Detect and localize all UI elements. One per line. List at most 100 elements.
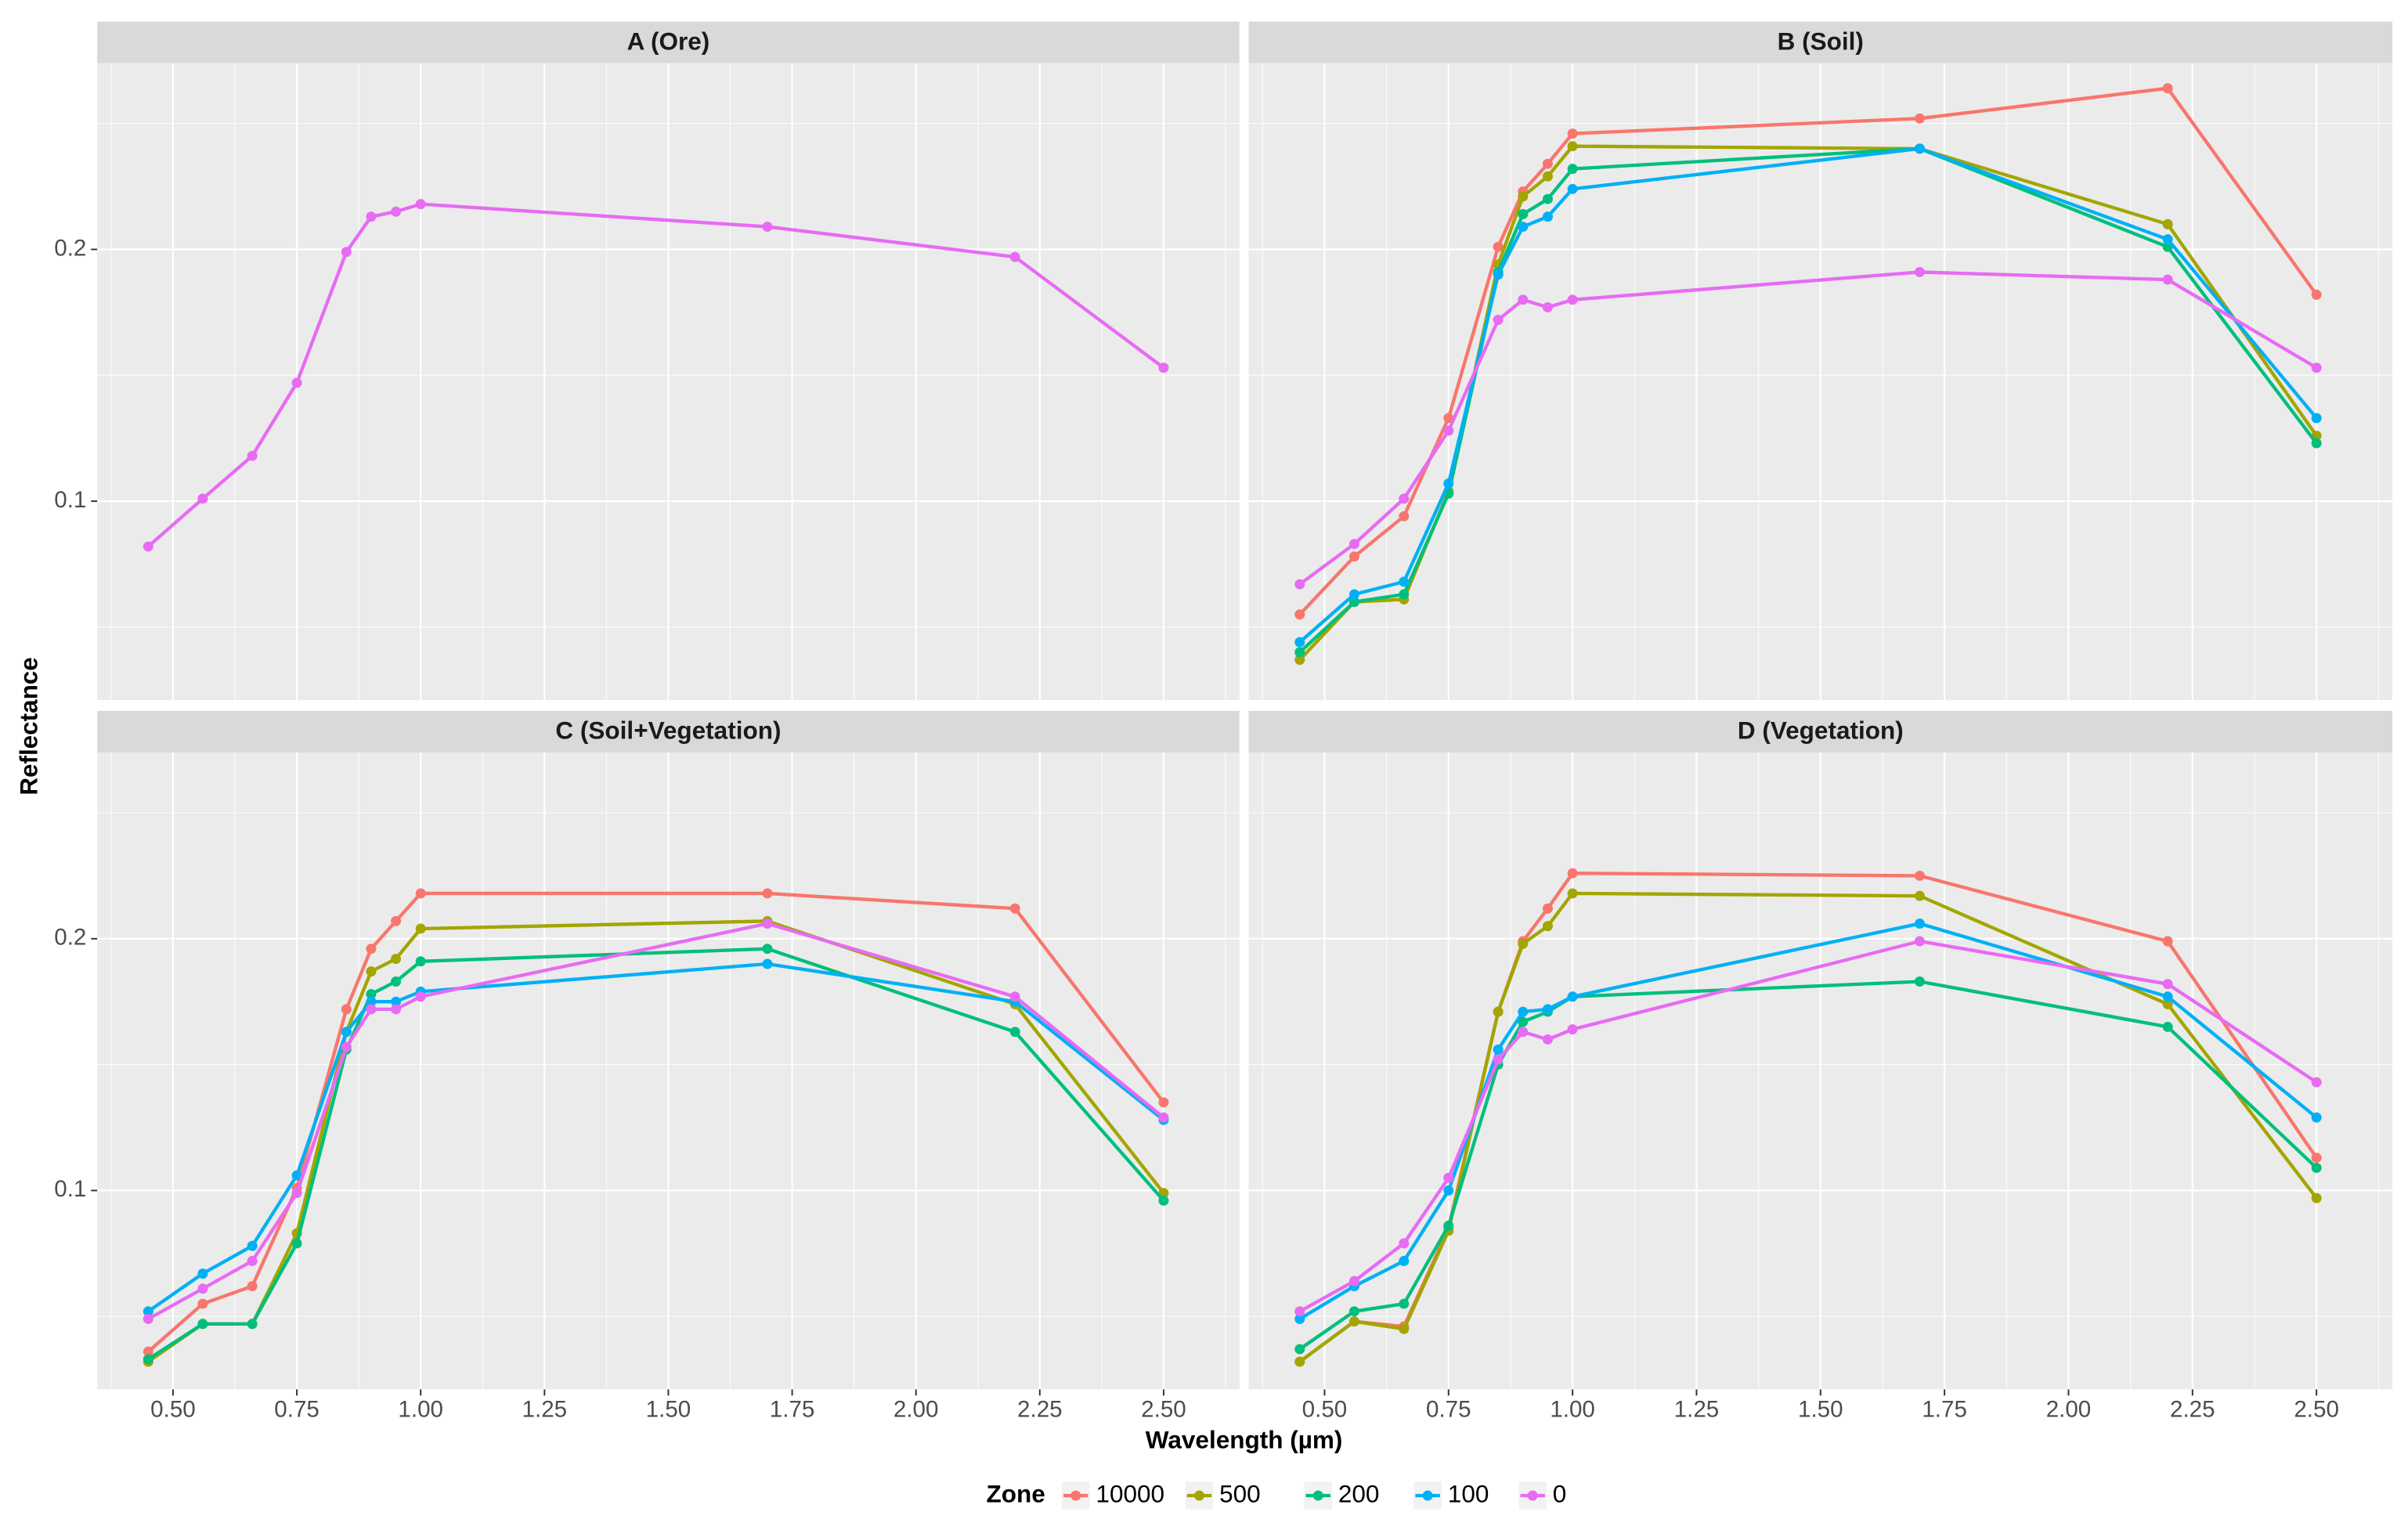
data-point (1914, 113, 1925, 124)
data-point (2311, 1162, 2322, 1173)
data-point (1294, 1306, 1305, 1317)
data-point (1294, 579, 1305, 590)
data-point (366, 989, 377, 1000)
x-axis-label: Wavelength (µm) (1146, 1427, 1343, 1454)
data-point (366, 1004, 377, 1015)
data-point (1443, 1220, 1454, 1231)
legend-swatch (1312, 1490, 1323, 1501)
data-point (1348, 551, 1359, 562)
data-point (762, 944, 773, 955)
facet-title: C (Soil+Vegetation) (555, 717, 781, 745)
data-point (415, 956, 426, 967)
plot-root: Reflectance Wavelength (µm) Zone A (Ore)… (16, 21, 2393, 1510)
data-point (341, 247, 352, 258)
legend-label: 200 (1338, 1480, 1380, 1507)
legend-label: 10000 (1096, 1480, 1164, 1507)
data-point (1518, 222, 1529, 233)
data-point (1348, 597, 1359, 608)
data-point (1348, 1316, 1359, 1327)
data-point (341, 1041, 352, 1052)
data-point (1348, 1306, 1359, 1317)
data-point (1518, 1027, 1529, 1038)
data-point (143, 1313, 153, 1324)
legend-swatch (1422, 1490, 1433, 1501)
data-point (1009, 251, 1020, 262)
data-point (1399, 1255, 1410, 1266)
data-point (1443, 1185, 1454, 1196)
data-point (1294, 1313, 1305, 1324)
data-point (247, 1255, 258, 1266)
data-point (1348, 539, 1359, 550)
data-point (1567, 294, 1578, 305)
data-point (762, 958, 773, 969)
data-point (366, 996, 377, 1007)
data-point (197, 1268, 208, 1279)
data-point (1443, 413, 1454, 424)
data-point (1542, 301, 1553, 312)
data-point (1567, 183, 1578, 194)
legend-swatch (1070, 1490, 1081, 1501)
x-tick-label: 2.50 (2294, 1397, 2339, 1423)
data-point (1294, 637, 1305, 648)
data-point (366, 211, 377, 222)
legend-title: Zone (986, 1480, 1045, 1507)
legend-swatch (1527, 1490, 1538, 1501)
data-point (1542, 171, 1553, 182)
data-point (2311, 363, 2322, 374)
data-point (1399, 576, 1410, 587)
data-point (291, 377, 302, 388)
data-point (247, 1319, 258, 1330)
data-point (1443, 425, 1454, 436)
data-point (341, 1004, 352, 1015)
data-point (2162, 274, 2173, 285)
x-tick-label: 1.75 (1922, 1397, 1967, 1423)
x-tick-label: 0.50 (150, 1397, 196, 1423)
data-point (366, 944, 377, 955)
data-point (366, 966, 377, 977)
data-point (291, 1170, 302, 1181)
data-point (1914, 976, 1925, 987)
strip-background (97, 21, 1240, 63)
data-point (247, 450, 258, 461)
x-tick-label: 1.50 (1798, 1397, 1843, 1423)
data-point (2162, 936, 2173, 947)
data-point (2311, 438, 2322, 449)
data-point (143, 1306, 153, 1317)
data-point (1567, 868, 1578, 879)
data-point (391, 996, 402, 1007)
data-point (2162, 234, 2173, 245)
legend-swatch (1193, 1490, 1204, 1501)
data-point (1158, 1195, 1169, 1206)
data-point (1518, 294, 1529, 305)
data-point (2311, 1153, 2322, 1164)
data-point (391, 954, 402, 965)
x-tick-label: 2.25 (2170, 1397, 2215, 1423)
x-tick-label: 2.00 (2046, 1397, 2092, 1423)
y-tick-label: 0.2 (54, 925, 86, 951)
x-tick-label: 1.00 (1550, 1397, 1595, 1423)
data-point (1914, 936, 1925, 947)
data-point (1518, 1006, 1529, 1017)
data-point (1542, 1034, 1553, 1045)
data-point (1158, 363, 1169, 374)
x-tick-label: 0.75 (1426, 1397, 1471, 1423)
data-point (1542, 193, 1553, 204)
data-point (197, 493, 208, 504)
data-point (1567, 141, 1578, 152)
data-point (341, 1027, 352, 1038)
data-point (2311, 413, 2322, 424)
x-tick-label: 1.25 (1674, 1397, 1720, 1423)
data-point (1399, 493, 1410, 504)
data-point (2162, 991, 2173, 1002)
data-point (1567, 1024, 1578, 1035)
data-point (1542, 903, 1553, 914)
data-point (1542, 1004, 1553, 1015)
data-point (1518, 1016, 1529, 1027)
data-point (1294, 609, 1305, 620)
data-point (1399, 511, 1410, 522)
data-point (1914, 890, 1925, 901)
x-tick-label: 0.75 (274, 1397, 320, 1423)
data-point (762, 888, 773, 899)
data-point (1493, 269, 1504, 280)
data-point (2311, 1077, 2322, 1088)
